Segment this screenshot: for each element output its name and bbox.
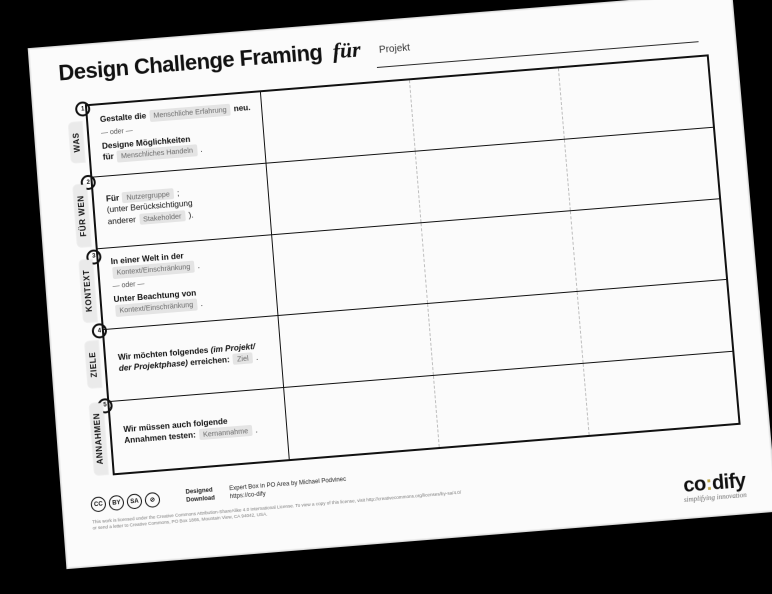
guide-cell: In einer Welt in derKontext/Einschränkun… [98, 235, 279, 329]
work-subcolumn[interactable] [565, 128, 719, 210]
work-subcolumn[interactable] [261, 80, 416, 162]
placeholder-token: Stakeholder [139, 210, 186, 225]
placeholder-token: Ziel [233, 352, 253, 365]
brand: co:dify simplifying innovation [682, 470, 747, 504]
work-subcolumn[interactable] [278, 304, 433, 387]
work-subcolumn[interactable] [410, 68, 565, 150]
work-subcolumn[interactable] [578, 280, 733, 363]
section-label: KONTEXT [79, 259, 97, 322]
worksheet-grid: Gestalte die Menschliche Erfahrung neu.—… [85, 54, 741, 475]
work-subcolumn[interactable] [428, 292, 583, 375]
section-label: ANNAHMEN [90, 403, 108, 476]
cc-badge: ⊘ [144, 492, 160, 508]
placeholder-token: Nutzergruppe [122, 188, 174, 204]
cc-badge: CC [90, 496, 106, 512]
project-placeholder: Projekt [379, 42, 411, 55]
work-subcolumn[interactable] [272, 223, 428, 315]
guide-cell: Für Nutzergruppe ;(unter Berücksichtigun… [92, 164, 272, 249]
work-subcolumn[interactable] [434, 364, 590, 447]
work-subcolumn[interactable] [584, 352, 739, 435]
template-sheet: Design Challenge Framing für Projekt 1WA… [28, 0, 772, 569]
section-label: ZIELE [85, 341, 101, 388]
work-subcolumn[interactable] [422, 211, 578, 303]
license-badges: CCBYSA⊘ [90, 492, 160, 513]
guide-cell: Gestalte die Menschliche Erfahrung neu.—… [87, 92, 266, 176]
cc-badge: BY [108, 495, 124, 511]
work-subcolumn[interactable] [284, 376, 440, 459]
work-subcolumn[interactable] [571, 199, 726, 291]
section-label: WAS [69, 122, 85, 163]
page-title: Design Challenge Framing [58, 40, 324, 87]
guide-cell: Wir müssen auch folgendeAnnahmen testen:… [109, 388, 289, 473]
section-label: FÜR WEN [73, 185, 91, 247]
for-word: für [332, 37, 362, 65]
work-subcolumn[interactable] [559, 56, 713, 138]
stage: Design Challenge Framing für Projekt 1WA… [0, 0, 772, 594]
cc-badge: SA [126, 493, 142, 509]
guide-cell: Wir möchten folgendes (im Projekt/der Pr… [104, 316, 284, 401]
work-subcolumn[interactable] [416, 140, 571, 223]
download-url: https://co-dify [230, 491, 266, 500]
work-subcolumn[interactable] [267, 152, 422, 235]
